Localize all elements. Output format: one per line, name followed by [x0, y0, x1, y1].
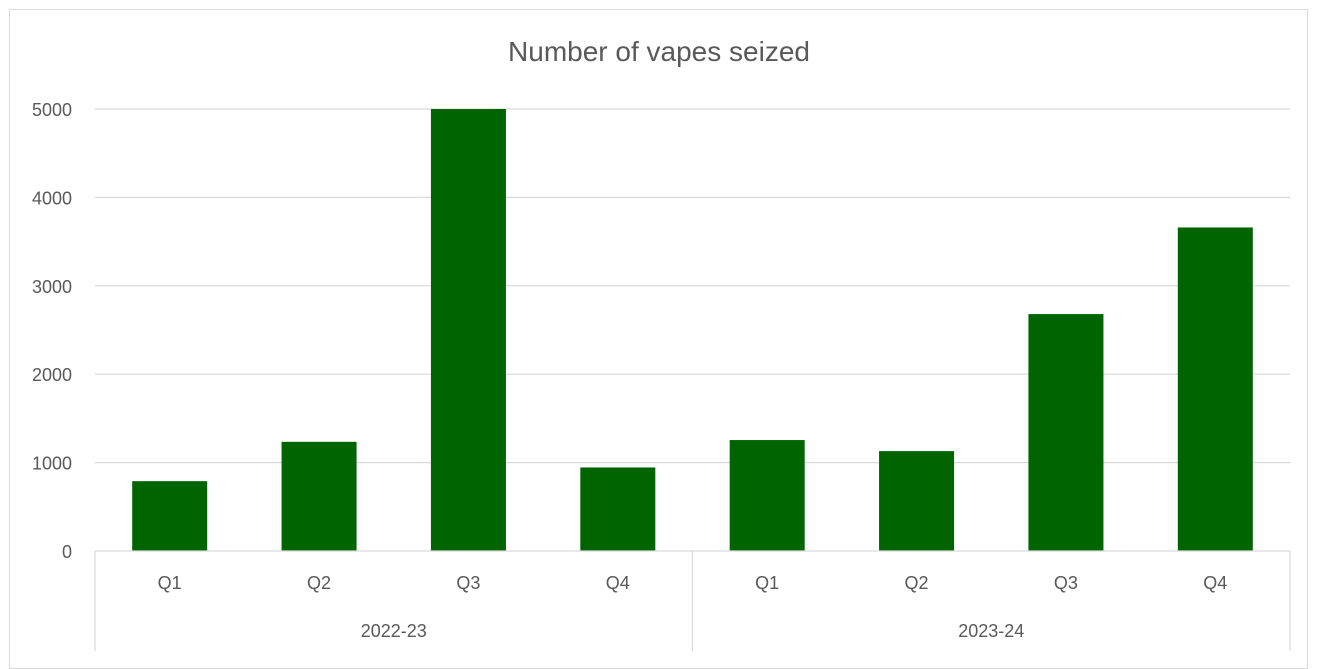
x-axis: Q1 Q2 Q3 Q4 Q1 Q2 Q3 Q4 2022-23 2023-24 [94, 550, 1291, 651]
chart-title: Number of vapes seized [508, 36, 810, 67]
bar [879, 451, 955, 551]
x-tick-label: Q4 [1203, 573, 1227, 593]
bar [132, 481, 208, 551]
y-tick-label: 4000 [32, 188, 72, 208]
x-tick-label: Q3 [1054, 573, 1078, 593]
y-tick-label: 1000 [32, 454, 72, 474]
bar [580, 467, 656, 551]
x-tick-label: Q2 [905, 573, 929, 593]
y-tick-label: 5000 [32, 100, 72, 120]
x-tick-label: Q2 [307, 573, 331, 593]
bars [132, 109, 1253, 551]
y-tick-label: 3000 [32, 277, 72, 297]
x-tick-label: Q1 [755, 573, 779, 593]
bar-chart: 0 1000 2000 3000 4000 5000 Q1 Q2 Q3 Q4 Q1 Q2 Q3 Q4 20… [32, 100, 1291, 651]
y-axis-ticks: 0 1000 2000 3000 4000 5000 [32, 100, 72, 562]
x-group-label: 2022-23 [361, 621, 427, 641]
bar [1177, 227, 1253, 551]
bar [729, 440, 805, 551]
x-tick-label: Q1 [158, 573, 182, 593]
x-tick-label: Q4 [606, 573, 630, 593]
y-tick-label: 0 [62, 542, 72, 562]
x-tick-label: Q3 [456, 573, 480, 593]
y-tick-label: 2000 [32, 365, 72, 385]
bar [430, 109, 506, 551]
bar [1028, 314, 1104, 551]
bar [281, 441, 357, 551]
x-group-label: 2023-24 [958, 621, 1024, 641]
gridlines [95, 108, 1290, 464]
